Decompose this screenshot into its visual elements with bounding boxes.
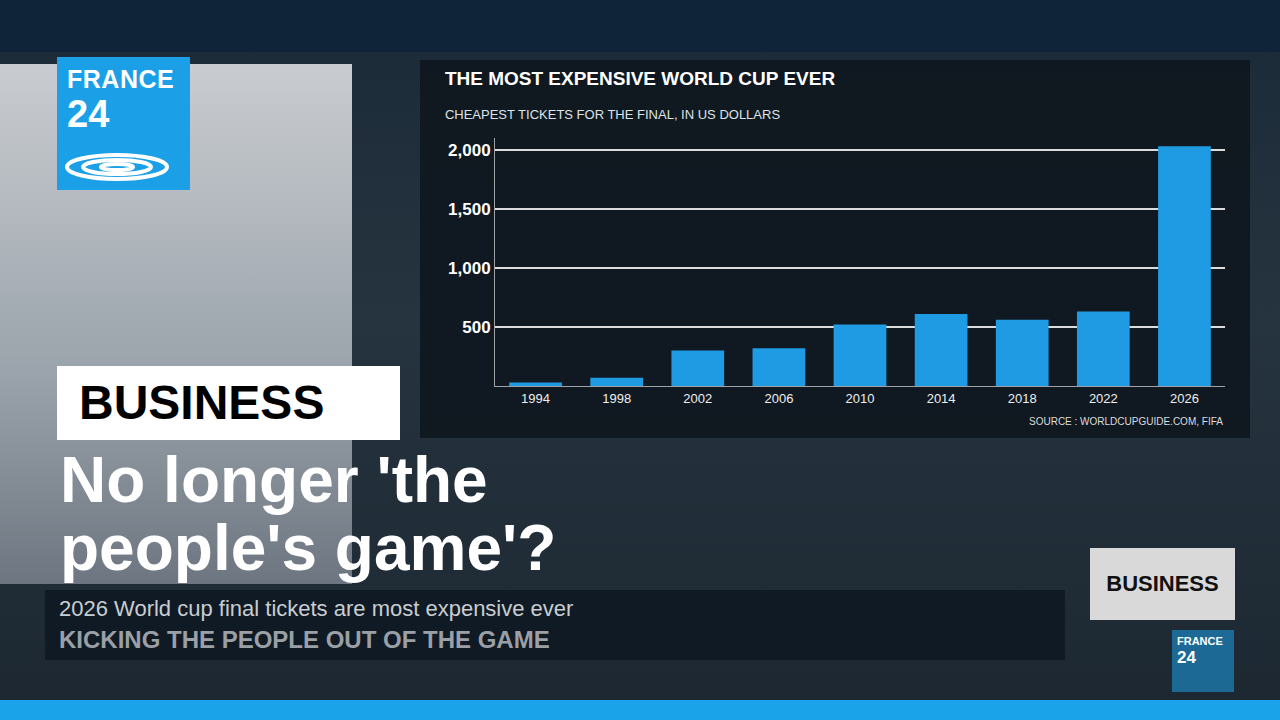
svg-text:2022: 2022: [1089, 391, 1118, 406]
html-text:FRANCE: FRANCE: [67, 65, 175, 93]
svg-text:2006: 2006: [764, 391, 793, 406]
html-text:24: 24: [67, 93, 110, 135]
svg-text:1,000: 1,000: [448, 259, 491, 278]
html-text:FRANCE: FRANCE: [1177, 635, 1223, 647]
html-text:BUSINESS: BUSINESS: [1106, 571, 1219, 596]
svg-text:2010: 2010: [846, 391, 875, 406]
svg-text:SOURCE : WORLDCUPGUIDE.COM, FI: SOURCE : WORLDCUPGUIDE.COM, FIFA: [1029, 416, 1223, 427]
svg-text:CHEAPEST TICKETS FOR THE FINAL: CHEAPEST TICKETS FOR THE FINAL, IN US DO…: [445, 107, 781, 122]
svg-text:2014: 2014: [927, 391, 956, 406]
svg-text:2018: 2018: [1008, 391, 1037, 406]
html-text:KICKING THE PEOPLE OUT OF THE: KICKING THE PEOPLE OUT OF THE GAME: [59, 626, 550, 653]
svg-text:THE MOST EXPENSIVE WORLD CUP E: THE MOST EXPENSIVE WORLD CUP EVER: [445, 68, 836, 89]
svg-text:500: 500: [462, 318, 490, 337]
svg-text:2002: 2002: [683, 391, 712, 406]
html-text:No longer 'the people's game'?: No longer 'the people's game'?: [60, 444, 557, 584]
html-text:24: 24: [1177, 648, 1196, 667]
svg-text:1994: 1994: [521, 391, 550, 406]
html-text:BUSINESS: BUSINESS: [79, 376, 325, 429]
svg-text:1,500: 1,500: [448, 200, 491, 219]
svg-text:2026: 2026: [1170, 391, 1199, 406]
svg-text:1998: 1998: [602, 391, 631, 406]
html-text:2026 World cup final tickets a: 2026 World cup final tickets are most ex…: [59, 596, 574, 621]
svg-text:2,000: 2,000: [448, 141, 491, 160]
